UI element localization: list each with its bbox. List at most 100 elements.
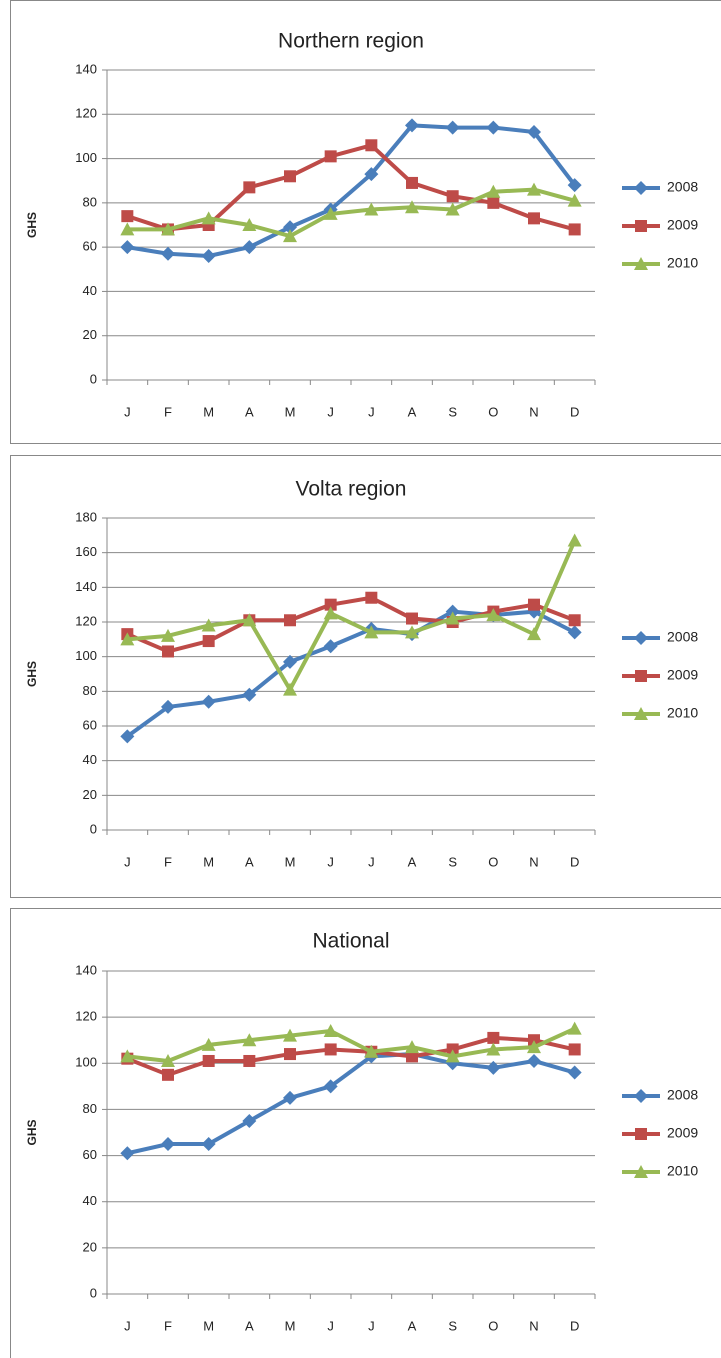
legend-label: 2010	[667, 705, 698, 721]
marker	[242, 687, 257, 702]
marker	[406, 612, 418, 625]
x-tick-label: O	[488, 404, 498, 419]
marker	[283, 1028, 297, 1042]
marker	[161, 1137, 175, 1152]
marker	[120, 1146, 135, 1161]
x-tick-label: N	[529, 1318, 538, 1333]
x-tick-label: J	[368, 854, 375, 869]
x-tick-label: A	[408, 854, 417, 869]
marker	[242, 240, 257, 255]
marker	[487, 1031, 500, 1044]
marker	[324, 598, 337, 611]
legend-label: 2009	[667, 667, 698, 683]
marker	[364, 202, 379, 216]
chart-title: Northern region	[278, 30, 424, 53]
x-tick-label: A	[245, 854, 254, 869]
legend-marker	[634, 257, 648, 270]
marker	[527, 125, 541, 139]
marker	[323, 1023, 338, 1037]
series-line	[127, 539, 577, 692]
marker	[405, 625, 419, 639]
chart-title: National	[312, 930, 389, 953]
y-axis-label: GHS	[25, 212, 39, 238]
legend-label: 2008	[667, 1087, 698, 1103]
marker	[283, 1090, 297, 1105]
marker	[405, 200, 419, 214]
marker	[445, 120, 460, 135]
marker	[568, 1043, 581, 1056]
x-tick-label: O	[488, 854, 498, 869]
chart-panel: Northern region GHS 0 20 40 60 80 100 120 140 J F M A…	[10, 0, 721, 444]
marker	[284, 170, 296, 183]
legend-marker	[635, 1128, 647, 1140]
marker	[364, 167, 379, 182]
x-tick-label: S	[448, 1318, 457, 1333]
x-tick-label: M	[203, 404, 214, 419]
marker	[161, 222, 175, 236]
marker	[242, 1033, 257, 1047]
series-line	[126, 143, 576, 232]
x-tick-label: J	[124, 854, 131, 869]
marker	[487, 196, 500, 209]
x-tick-label: A	[408, 1318, 417, 1333]
chart-title: Volta region	[296, 478, 407, 501]
marker	[283, 220, 297, 235]
x-tick-label: S	[448, 854, 457, 869]
y-tick-label: 100	[75, 1055, 97, 1070]
y-tick-label: 140	[75, 61, 97, 76]
marker	[161, 246, 175, 261]
series-line	[126, 609, 576, 739]
chart-border	[10, 0, 721, 444]
chart-border	[10, 908, 721, 1358]
y-tick-label: 40	[83, 283, 97, 298]
marker	[323, 606, 338, 620]
y-tick-label: 160	[75, 544, 97, 559]
marker	[121, 210, 134, 223]
marker	[567, 1065, 582, 1080]
marker	[202, 635, 215, 648]
chart-border	[10, 455, 721, 898]
marker	[201, 694, 216, 709]
marker	[201, 249, 216, 263]
y-tick-label: 60	[83, 717, 97, 732]
x-tick-label: J	[327, 854, 334, 869]
x-tick-label: M	[285, 1318, 296, 1333]
marker	[120, 222, 135, 236]
y-tick-label: 140	[75, 962, 97, 977]
marker	[567, 1021, 582, 1035]
marker	[405, 1040, 419, 1054]
chart-panel: National GHS 0 20 40 60 80 100 120 140 J F M A M J J A S O N…	[10, 908, 721, 1358]
marker	[323, 206, 338, 220]
legend-label: 2008	[667, 629, 698, 645]
marker	[527, 182, 541, 196]
marker	[365, 591, 378, 604]
marker	[568, 614, 581, 627]
marker	[201, 211, 216, 225]
series-line	[126, 1052, 576, 1156]
y-tick-label: 20	[83, 787, 97, 802]
marker	[364, 625, 379, 639]
marker	[243, 1054, 256, 1067]
marker	[161, 699, 175, 714]
x-tick-label: J	[327, 1318, 334, 1333]
y-tick-label: 20	[83, 327, 97, 342]
y-tick-label: 80	[83, 1101, 97, 1116]
x-tick-label: M	[203, 1318, 214, 1333]
marker	[527, 1040, 541, 1054]
marker	[445, 611, 460, 625]
y-tick-label: 0	[90, 821, 97, 836]
legend-marker	[634, 181, 648, 195]
marker	[201, 1037, 216, 1051]
marker	[365, 139, 378, 152]
x-tick-label: D	[570, 1318, 579, 1333]
x-tick-label: N	[529, 404, 538, 419]
marker	[567, 533, 582, 547]
x-tick-label: F	[164, 854, 172, 869]
x-tick-label: M	[203, 854, 214, 869]
marker	[445, 202, 460, 216]
x-tick-label: A	[245, 1318, 254, 1333]
x-tick-label: M	[285, 854, 296, 869]
x-tick-label: A	[408, 404, 417, 419]
